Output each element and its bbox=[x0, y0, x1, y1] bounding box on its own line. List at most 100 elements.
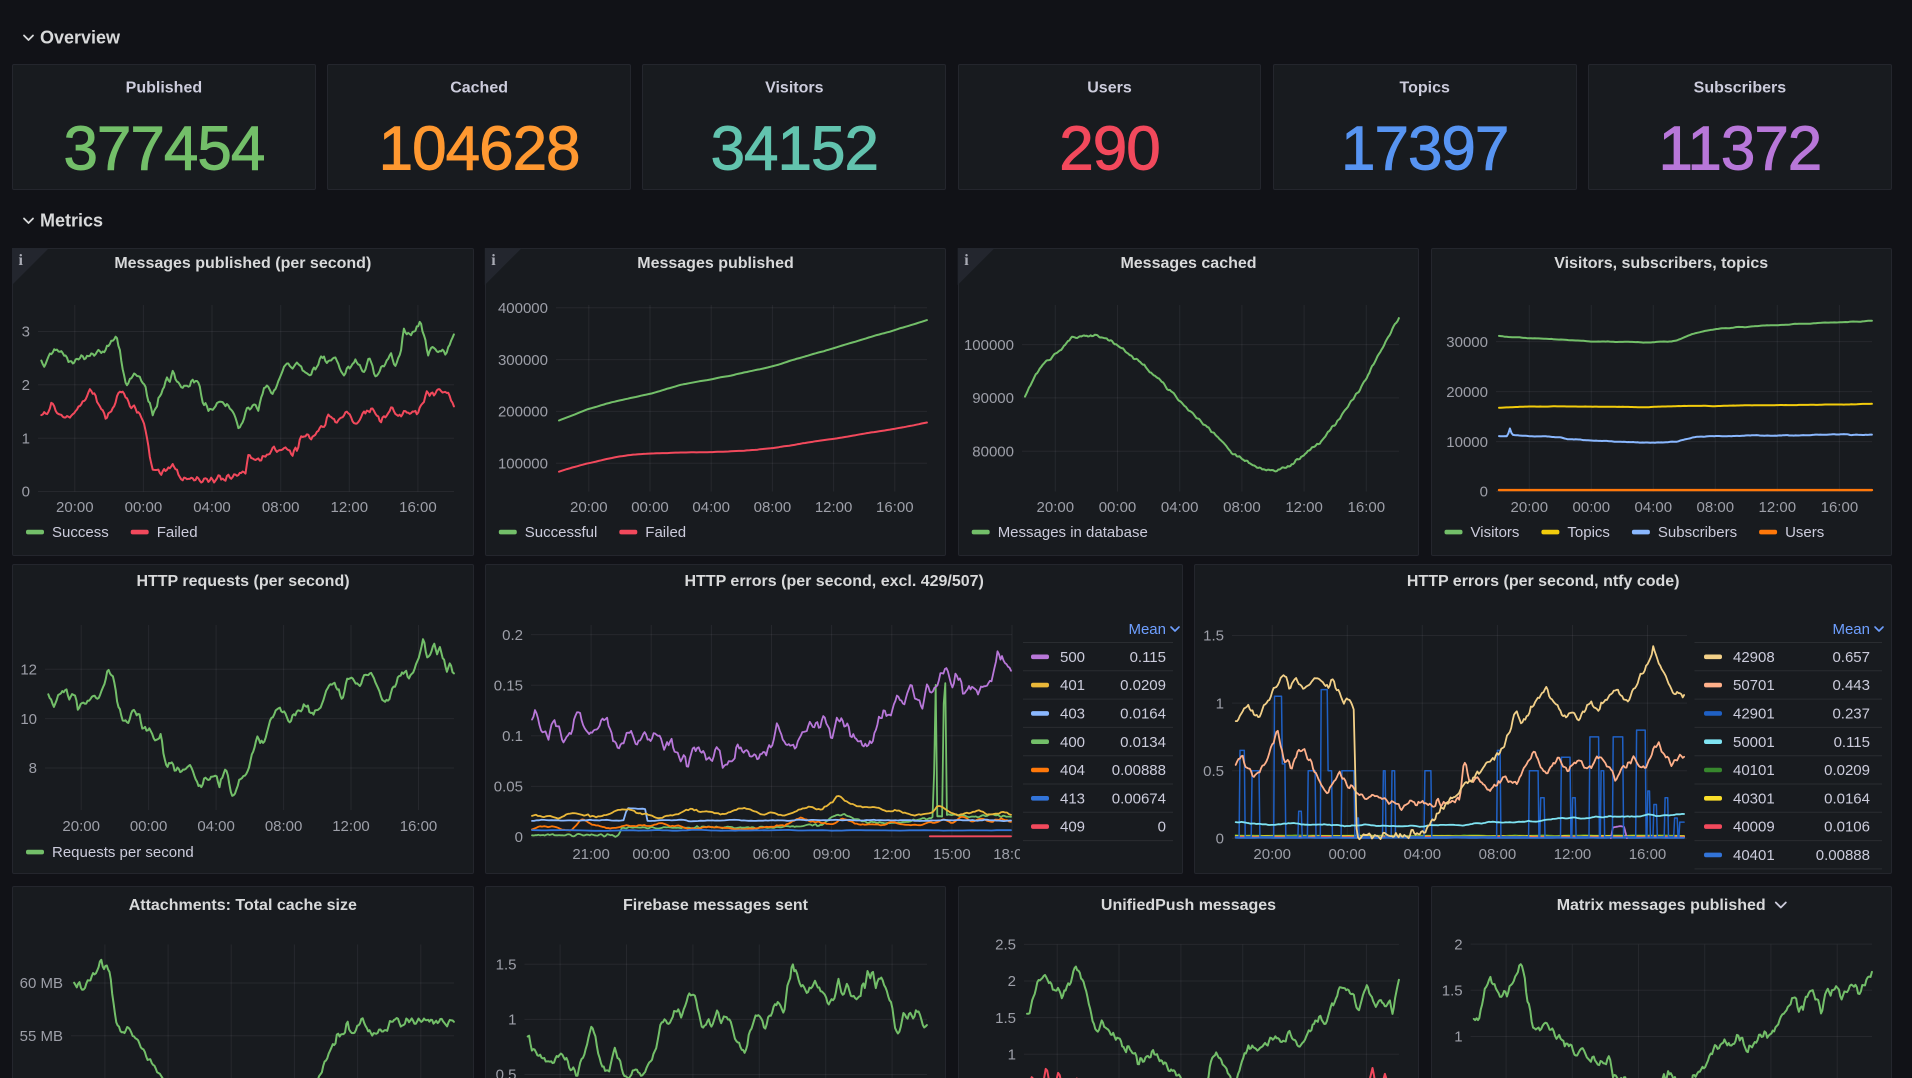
svg-text:0.237: 0.237 bbox=[1832, 706, 1870, 723]
svg-text:60 MB: 60 MB bbox=[20, 975, 63, 992]
svg-text:i: i bbox=[491, 252, 496, 269]
svg-text:20:00: 20:00 bbox=[1253, 846, 1291, 863]
svg-text:06:00: 06:00 bbox=[753, 846, 791, 863]
svg-text:Visitors, subscribers, topics: Visitors, subscribers, topics bbox=[1554, 255, 1768, 272]
svg-text:0.00674: 0.00674 bbox=[1112, 790, 1166, 807]
svg-text:404: 404 bbox=[1060, 762, 1085, 779]
svg-text:Matrix messages published: Matrix messages published bbox=[1557, 897, 1766, 914]
svg-text:Mean: Mean bbox=[1832, 621, 1870, 638]
svg-text:00:00: 00:00 bbox=[631, 499, 669, 516]
svg-text:1: 1 bbox=[1454, 1029, 1462, 1046]
svg-text:04:00: 04:00 bbox=[197, 818, 235, 835]
svg-text:16:00: 16:00 bbox=[876, 499, 914, 516]
svg-text:Visitors: Visitors bbox=[765, 80, 824, 97]
svg-text:16:00: 16:00 bbox=[1821, 499, 1859, 516]
svg-text:16:00: 16:00 bbox=[399, 499, 437, 516]
svg-text:0.657: 0.657 bbox=[1832, 649, 1870, 666]
svg-text:Messages published (per second: Messages published (per second) bbox=[114, 255, 371, 272]
svg-text:12:00: 12:00 bbox=[873, 846, 911, 863]
svg-text:12:00: 12:00 bbox=[815, 499, 853, 516]
svg-text:Topics: Topics bbox=[1567, 524, 1610, 541]
svg-text:Visitors: Visitors bbox=[1471, 524, 1520, 541]
svg-text:1.5: 1.5 bbox=[995, 1010, 1016, 1027]
svg-text:1: 1 bbox=[1216, 695, 1224, 712]
svg-text:2: 2 bbox=[22, 377, 30, 394]
svg-text:50701: 50701 bbox=[1733, 677, 1775, 694]
svg-text:8: 8 bbox=[29, 760, 37, 777]
svg-text:00:00: 00:00 bbox=[130, 818, 168, 835]
svg-text:50001: 50001 bbox=[1733, 734, 1775, 751]
svg-text:0.0164: 0.0164 bbox=[1824, 790, 1870, 807]
svg-text:Mean: Mean bbox=[1128, 621, 1166, 638]
svg-text:0.443: 0.443 bbox=[1832, 677, 1870, 694]
svg-text:2: 2 bbox=[1008, 973, 1016, 990]
svg-text:3: 3 bbox=[22, 324, 30, 341]
svg-text:0.1: 0.1 bbox=[502, 728, 523, 745]
svg-text:0: 0 bbox=[515, 829, 523, 846]
svg-text:0.5: 0.5 bbox=[1442, 1075, 1463, 1078]
svg-text:Messages cached: Messages cached bbox=[1120, 255, 1256, 272]
svg-text:Published: Published bbox=[126, 80, 202, 97]
svg-text:00:00: 00:00 bbox=[125, 499, 163, 516]
svg-text:16:00: 16:00 bbox=[400, 818, 438, 835]
svg-text:i: i bbox=[19, 252, 24, 269]
svg-text:413: 413 bbox=[1060, 790, 1085, 807]
svg-text:409: 409 bbox=[1060, 819, 1085, 836]
svg-text:0.0106: 0.0106 bbox=[1824, 819, 1870, 836]
svg-text:1.5: 1.5 bbox=[496, 957, 517, 974]
svg-text:08:00: 08:00 bbox=[265, 818, 303, 835]
svg-text:80000: 80000 bbox=[972, 444, 1014, 461]
svg-text:i: i bbox=[964, 252, 969, 269]
svg-text:500: 500 bbox=[1060, 649, 1085, 666]
svg-text:0.5: 0.5 bbox=[496, 1067, 517, 1078]
svg-text:1: 1 bbox=[508, 1012, 516, 1029]
svg-text:290: 290 bbox=[1059, 115, 1159, 184]
svg-text:20000: 20000 bbox=[1446, 384, 1488, 401]
svg-text:04:00: 04:00 bbox=[1404, 846, 1442, 863]
svg-text:20:00: 20:00 bbox=[62, 818, 100, 835]
svg-text:0: 0 bbox=[22, 484, 30, 501]
svg-text:377454: 377454 bbox=[63, 115, 264, 184]
svg-text:Overview: Overview bbox=[40, 28, 121, 48]
svg-text:42908: 42908 bbox=[1733, 649, 1775, 666]
svg-text:18:00: 18:00 bbox=[993, 846, 1031, 863]
svg-text:0: 0 bbox=[1158, 819, 1166, 836]
svg-text:Success: Success bbox=[52, 524, 109, 541]
svg-text:Messages published: Messages published bbox=[637, 255, 794, 272]
svg-text:1: 1 bbox=[22, 430, 30, 447]
svg-text:104628: 104628 bbox=[379, 115, 580, 184]
svg-text:401: 401 bbox=[1060, 677, 1085, 694]
svg-text:12:00: 12:00 bbox=[1285, 499, 1323, 516]
svg-text:04:00: 04:00 bbox=[193, 499, 231, 516]
svg-text:10: 10 bbox=[20, 711, 37, 728]
svg-text:400000: 400000 bbox=[498, 300, 548, 317]
svg-text:30000: 30000 bbox=[1446, 334, 1488, 351]
svg-text:08:00: 08:00 bbox=[262, 499, 300, 516]
svg-text:12: 12 bbox=[20, 661, 37, 678]
svg-text:12:00: 12:00 bbox=[1759, 499, 1797, 516]
svg-text:1.5: 1.5 bbox=[1442, 983, 1463, 1000]
svg-text:0.05: 0.05 bbox=[494, 779, 523, 796]
svg-text:2: 2 bbox=[1454, 936, 1462, 953]
svg-text:0: 0 bbox=[1480, 484, 1488, 501]
svg-text:Metrics: Metrics bbox=[40, 211, 103, 231]
svg-text:HTTP errors (per second, ntfy: HTTP errors (per second, ntfy code) bbox=[1407, 573, 1680, 590]
svg-text:04:00: 04:00 bbox=[692, 499, 730, 516]
svg-text:0.00888: 0.00888 bbox=[1112, 762, 1166, 779]
svg-text:20:00: 20:00 bbox=[1037, 499, 1075, 516]
svg-text:40401: 40401 bbox=[1733, 847, 1775, 864]
svg-text:42901: 42901 bbox=[1733, 706, 1775, 723]
svg-text:12:00: 12:00 bbox=[1554, 846, 1592, 863]
svg-text:0.115: 0.115 bbox=[1130, 649, 1166, 666]
svg-text:200000: 200000 bbox=[498, 404, 548, 421]
svg-text:2.5: 2.5 bbox=[995, 937, 1016, 954]
svg-text:0.0164: 0.0164 bbox=[1120, 706, 1166, 723]
svg-text:0.5: 0.5 bbox=[1203, 763, 1224, 780]
svg-text:1.5: 1.5 bbox=[1203, 628, 1224, 645]
svg-text:00:00: 00:00 bbox=[1329, 846, 1367, 863]
svg-text:Firebase messages sent: Firebase messages sent bbox=[623, 897, 809, 914]
svg-text:400: 400 bbox=[1060, 734, 1085, 751]
svg-text:90000: 90000 bbox=[972, 390, 1014, 407]
svg-text:04:00: 04:00 bbox=[1161, 499, 1199, 516]
svg-text:40101: 40101 bbox=[1733, 762, 1775, 779]
